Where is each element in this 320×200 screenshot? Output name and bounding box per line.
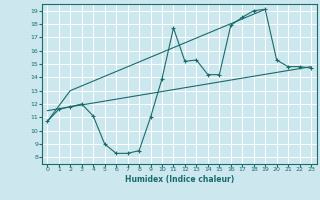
X-axis label: Humidex (Indice chaleur): Humidex (Indice chaleur): [124, 175, 234, 184]
